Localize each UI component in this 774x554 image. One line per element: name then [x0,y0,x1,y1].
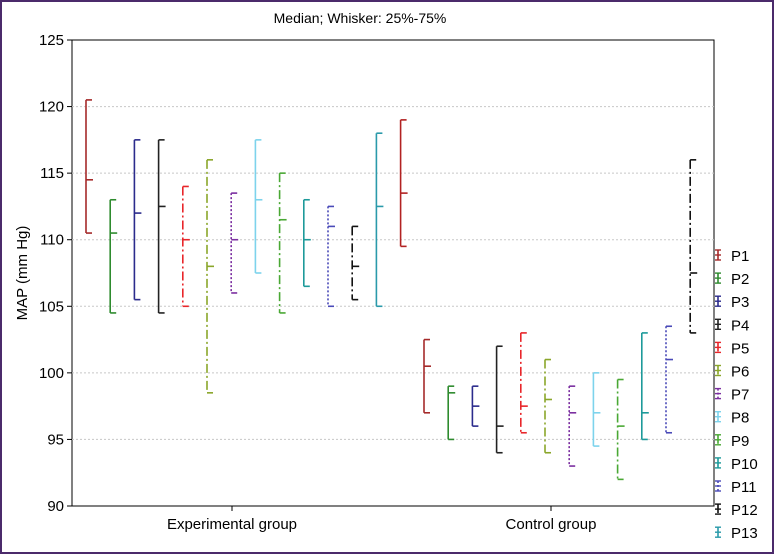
whisker-box [640,332,649,441]
legend-item: P1 [715,248,749,265]
whisker-box [544,358,552,454]
whisker-box [592,372,601,447]
y-tick-label: 110 [40,232,64,249]
plot-area [71,39,715,507]
legend-label: P2 [731,271,749,288]
legend-item: P7 [715,387,749,404]
legend-label: P12 [731,502,758,519]
whisker-box [375,132,384,308]
whisker-box [230,192,239,294]
whisker-box [302,198,311,288]
whisker-box [206,159,214,394]
legend-item: P4 [715,317,749,334]
legend-label: P6 [731,364,749,381]
whisker-box [254,139,263,274]
legend-item: P11 [715,479,757,496]
legend-label: P5 [731,340,749,357]
legend-label: P9 [731,433,749,450]
y-tick-label: 100 [39,365,64,382]
whisker-box [519,332,528,434]
legend-item: P6 [715,364,749,381]
x-tick-label: Experimental group [167,516,297,533]
legend-label: P4 [731,317,749,334]
legend-label: P10 [731,456,758,473]
y-tick-label: 120 [39,99,64,116]
whisker-box [133,139,142,301]
legend-label: P11 [731,479,757,496]
whisker-box [182,185,190,308]
whisker-box [665,325,673,434]
whisker-box [447,385,456,441]
whisker-box [351,225,360,301]
legend-label: P13 [731,525,758,542]
legend-item: P12 [715,502,758,519]
y-axis-ticks: 90 95 100 105 110 115 120 125 [39,32,72,515]
whisker-series [85,99,698,481]
legend-item: P8 [715,410,749,427]
whisker-box [471,385,480,427]
y-tick-label: 105 [39,298,64,315]
y-tick-label: 95 [47,431,64,448]
x-axis-ticks: Experimental group Control group [167,506,596,533]
legend-label: P3 [731,294,749,311]
legend-item: P9 [715,433,749,450]
legend-item: P5 [715,340,749,357]
whisker-box [278,172,287,314]
y-tick-label: 90 [47,498,64,515]
whisker-box [327,205,335,308]
whisker-box [157,139,166,314]
legend-item: P3 [715,294,749,311]
whisker-box [568,385,577,467]
whisker-box [689,159,698,334]
y-tick-label: 115 [40,165,64,182]
whisker-box [85,99,93,234]
whisker-box [109,198,118,314]
legend-label: P7 [731,387,749,404]
whisker-box [423,338,431,414]
x-tick-label: Control group [506,516,597,533]
legend: P1 P2 P3 P4 P5 P6 P7 P8 P9 P10 P11 P12 P13 [715,248,758,542]
grid-lines [72,106,714,440]
whisker-box [616,378,625,481]
chart-title: Median; Whisker: 25%-75% [274,10,447,26]
legend-item: P13 [715,525,758,542]
whisker-box [495,345,504,454]
legend-item: P10 [715,456,758,473]
legend-label: P1 [731,248,749,265]
legend-item: P2 [715,271,749,288]
whisker-box [399,119,408,248]
y-tick-label: 125 [39,32,64,49]
y-axis-title: MAP (mm Hg) [14,226,31,321]
legend-label: P8 [731,410,749,427]
